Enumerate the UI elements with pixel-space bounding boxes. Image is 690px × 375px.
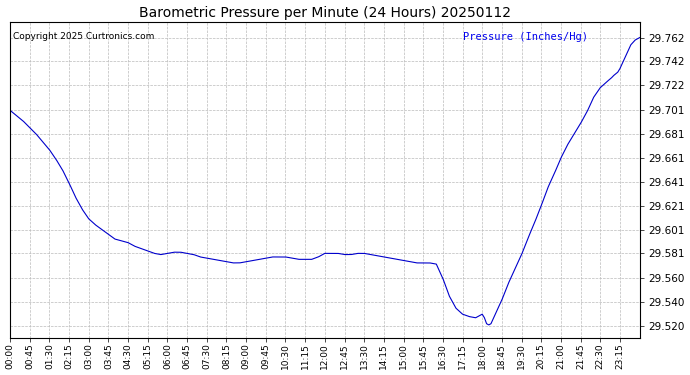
Text: Pressure (Inches/Hg): Pressure (Inches/Hg) [464,32,589,42]
Text: Copyright 2025 Curtronics.com: Copyright 2025 Curtronics.com [13,32,155,40]
Title: Barometric Pressure per Minute (24 Hours) 20250112: Barometric Pressure per Minute (24 Hours… [139,6,511,20]
